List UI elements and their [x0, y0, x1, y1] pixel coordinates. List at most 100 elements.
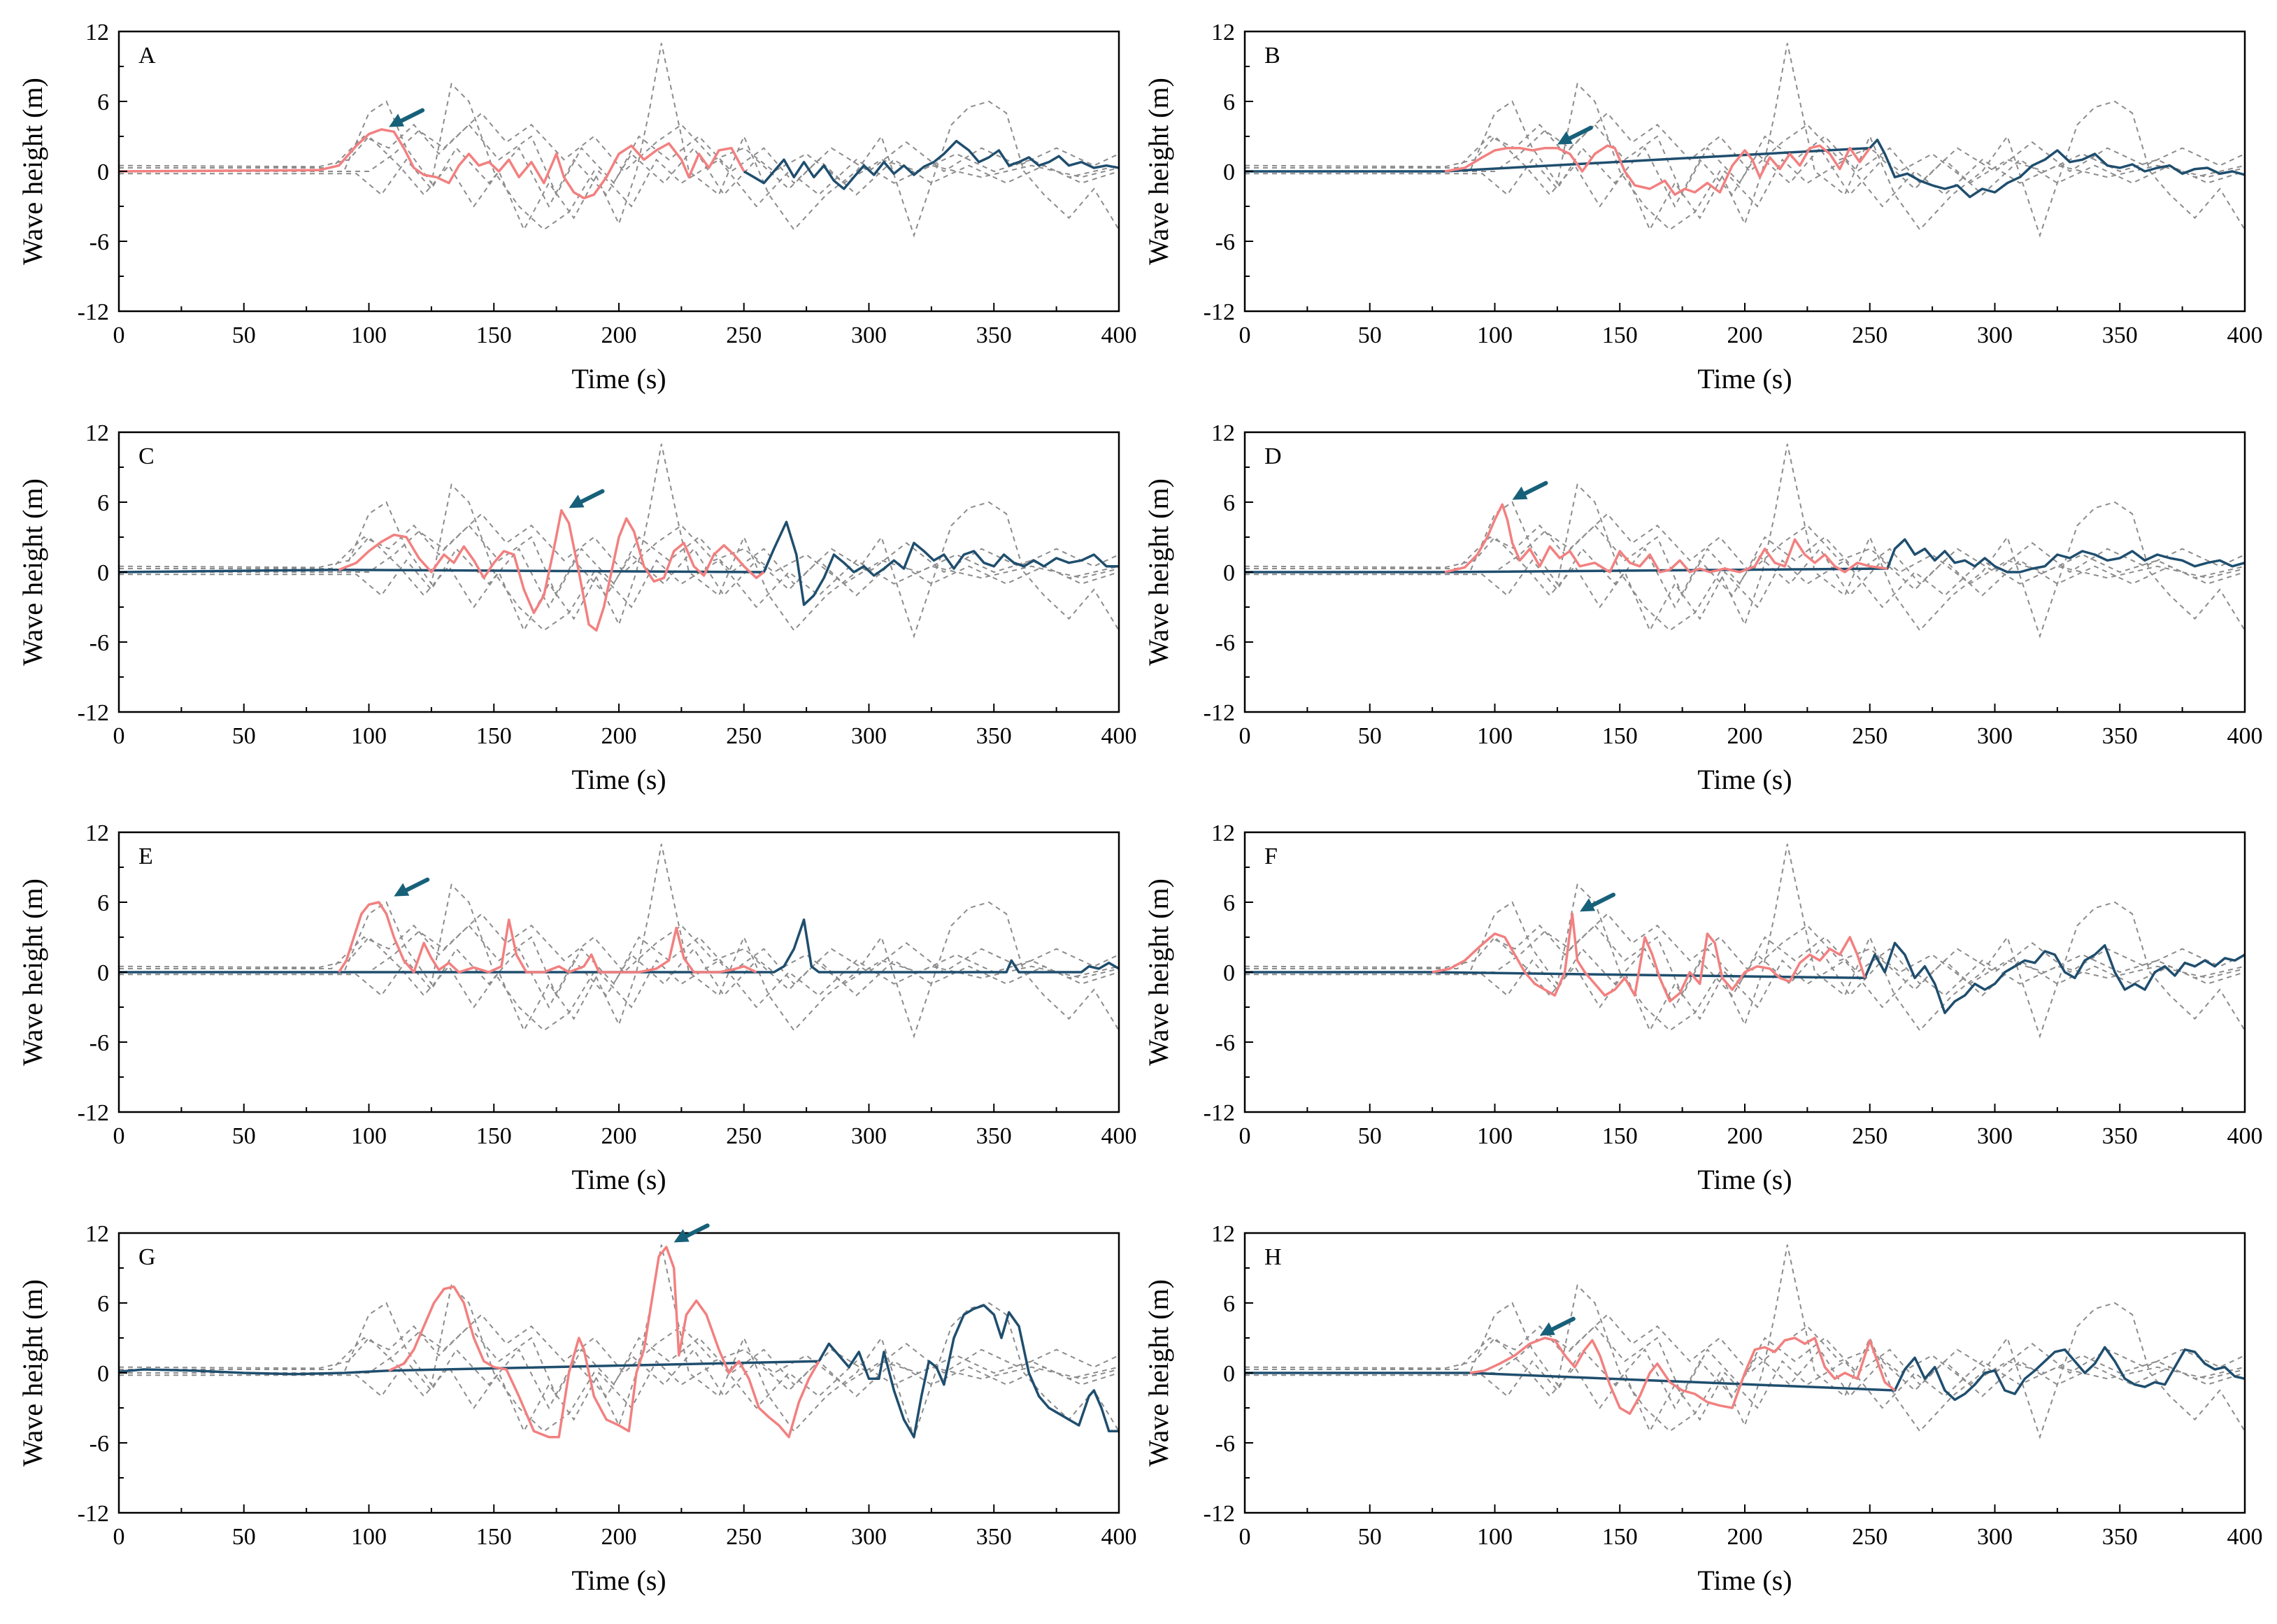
- background-series-line: [119, 1337, 1119, 1433]
- y-axis-title: Wave height (m): [17, 878, 48, 1066]
- x-tick-label: 150: [1602, 1524, 1638, 1550]
- x-tick-label: 0: [113, 322, 125, 348]
- x-tick-label: 150: [1602, 723, 1638, 749]
- highlight-line: [388, 1246, 820, 1439]
- background-series-line: [119, 536, 1119, 632]
- peak-arrow-icon: [1580, 892, 1616, 912]
- panel-label: F: [1264, 843, 1278, 869]
- x-tick-label: 400: [1101, 322, 1137, 348]
- y-tick-label: 12: [85, 20, 109, 45]
- panel-label: A: [138, 43, 156, 69]
- x-tick-label: 150: [476, 1123, 512, 1149]
- background-series-line: [1245, 135, 2245, 232]
- background-series-line: [119, 146, 1119, 208]
- x-tick-label: 350: [976, 322, 1012, 348]
- peak-arrow-icon: [569, 489, 605, 508]
- x-tick-label: 300: [1977, 1123, 2013, 1149]
- x-axis-title: Time (s): [571, 764, 666, 795]
- y-tick-label: 6: [97, 490, 109, 516]
- series-line: [743, 139, 1119, 190]
- background-series-line: [1245, 443, 2245, 639]
- x-tick-label: 350: [976, 1123, 1012, 1149]
- y-tick-label: 6: [97, 1291, 109, 1317]
- y-axis-title: Wave height (m): [1143, 1279, 1174, 1467]
- x-tick-label: 350: [2102, 723, 2138, 749]
- x-tick-label: 200: [1727, 723, 1763, 749]
- x-axis-title: Time (s): [1697, 363, 1792, 394]
- y-tick-label: -6: [1215, 229, 1235, 255]
- y-axis-title: Wave height (m): [1143, 878, 1174, 1066]
- x-tick-label: 0: [1239, 322, 1251, 348]
- y-tick-label: 12: [1211, 1221, 1235, 1247]
- y-tick-label: -12: [1204, 1501, 1235, 1527]
- background-series-line: [119, 1244, 1119, 1439]
- y-tick-label: -6: [1215, 1030, 1235, 1056]
- x-axis-title: Time (s): [1697, 1565, 1792, 1596]
- y-tick-label: 12: [1211, 20, 1235, 45]
- series-line: [119, 1304, 1119, 1439]
- x-axis-title: Time (s): [1697, 1164, 1792, 1195]
- x-tick-label: 0: [1239, 1524, 1251, 1550]
- series-line: [119, 520, 1119, 606]
- plot-area: [1245, 443, 2245, 639]
- y-tick-label: 12: [85, 420, 109, 446]
- x-tick-label: 150: [476, 723, 512, 749]
- x-tick-label: 200: [1727, 1123, 1763, 1149]
- background-series-line: [1245, 146, 2245, 208]
- x-tick-label: 50: [1358, 723, 1382, 749]
- y-tick-label: -12: [78, 1501, 109, 1527]
- background-series-line: [119, 947, 1119, 1009]
- x-tick-label: 200: [601, 1123, 637, 1149]
- x-tick-label: 50: [232, 1524, 256, 1550]
- y-tick-label: -12: [78, 1100, 109, 1126]
- y-tick-label: 0: [97, 560, 109, 586]
- x-tick-label: 350: [2102, 1123, 2138, 1149]
- panel-g: 0 50 100 150 200 250 300 350 400 12 6 0 -6 -12 Time (s…: [17, 1221, 1137, 1596]
- x-tick-label: 300: [851, 1123, 887, 1149]
- x-tick-label: 400: [2227, 723, 2263, 749]
- y-tick-label: 0: [1223, 1361, 1235, 1387]
- x-tick-label: 150: [476, 1524, 512, 1550]
- x-tick-label: 50: [1358, 1123, 1382, 1149]
- x-tick-label: 200: [601, 322, 637, 348]
- background-series-line: [119, 547, 1119, 609]
- background-series-line: [1245, 547, 2245, 609]
- plot-area: [119, 843, 1119, 1039]
- panel-e: 0 50 100 150 200 250 300 350 400 12 6 0 -6 -12 Time (s…: [17, 820, 1137, 1195]
- highlight-line: [338, 508, 765, 632]
- background-series-line: [1245, 936, 2245, 1032]
- background-series-line: [119, 936, 1119, 1032]
- x-tick-label: 150: [476, 322, 512, 348]
- x-tick-label: 0: [113, 1123, 125, 1149]
- x-tick-label: 400: [1101, 1123, 1137, 1149]
- x-tick-label: 150: [1602, 322, 1638, 348]
- highlight-line: [119, 128, 745, 200]
- x-tick-label: 300: [1977, 1524, 2013, 1550]
- x-tick-label: 100: [1477, 1123, 1513, 1149]
- panel-label: B: [1264, 43, 1280, 69]
- y-tick-label: -12: [1204, 299, 1235, 325]
- background-series-line: [1245, 43, 2245, 238]
- background-series-line: [1245, 1244, 2245, 1439]
- background-series-line: [119, 843, 1119, 1039]
- y-tick-label: 0: [97, 159, 109, 185]
- x-tick-label: 400: [1101, 723, 1137, 749]
- background-series-line: [119, 43, 1119, 238]
- x-axis-title: Time (s): [1697, 764, 1792, 795]
- peak-arrow-icon: [389, 108, 425, 127]
- highlight-line: [1469, 1337, 1896, 1416]
- x-tick-label: 150: [1602, 1123, 1638, 1149]
- y-tick-label: -6: [1215, 1431, 1235, 1457]
- x-tick-label: 350: [2102, 1524, 2138, 1550]
- background-series-line: [1245, 536, 2245, 632]
- x-tick-label: 50: [232, 1123, 256, 1149]
- x-tick-label: 350: [976, 723, 1012, 749]
- y-axis-title: Wave height (m): [1143, 478, 1174, 666]
- highlight-line: [1432, 912, 1866, 1003]
- x-tick-label: 200: [1727, 322, 1763, 348]
- panel-label: C: [138, 443, 155, 469]
- x-tick-label: 100: [1477, 1524, 1513, 1550]
- y-tick-label: 6: [1223, 490, 1235, 516]
- x-tick-label: 250: [1852, 723, 1887, 749]
- y-tick-label: -6: [1215, 630, 1235, 656]
